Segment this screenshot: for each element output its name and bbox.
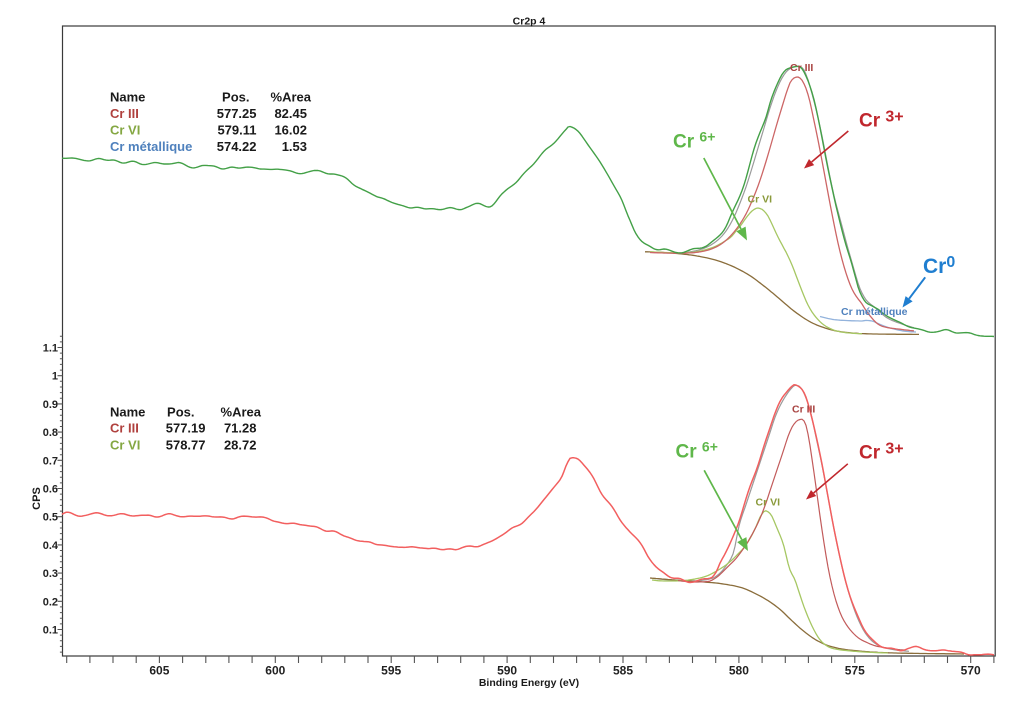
svg-text:1: 1 — [52, 371, 58, 383]
svg-text:1.1: 1.1 — [43, 343, 58, 355]
svg-text:585: 585 — [613, 664, 633, 678]
svg-text:Cr métallique: Cr métallique — [110, 139, 192, 154]
svg-text:577.19: 577.19 — [166, 421, 206, 436]
svg-text:28.72: 28.72 — [224, 437, 257, 452]
svg-text:Cr2p 4: Cr2p 4 — [513, 16, 546, 28]
svg-text:0.2: 0.2 — [43, 596, 58, 608]
svg-text:570: 570 — [961, 664, 981, 678]
svg-text:Cr VI: Cr VI — [756, 497, 781, 509]
svg-text:CPS: CPS — [31, 487, 43, 510]
svg-text:0.5: 0.5 — [43, 512, 58, 524]
svg-text:590: 590 — [497, 664, 517, 678]
svg-text:0.6: 0.6 — [43, 484, 58, 496]
svg-text:580: 580 — [729, 664, 749, 678]
svg-text:0.9: 0.9 — [43, 399, 58, 411]
svg-text:Cr III: Cr III — [110, 106, 139, 121]
svg-text:Cr VI: Cr VI — [748, 194, 773, 206]
svg-text:0.1: 0.1 — [43, 625, 58, 637]
svg-text:600: 600 — [265, 664, 285, 678]
svg-text:579.11: 579.11 — [217, 122, 256, 137]
svg-text:71.28: 71.28 — [224, 421, 257, 436]
svg-text:Name: Name — [110, 404, 145, 419]
svg-text:Name: Name — [110, 90, 145, 105]
svg-text:16.02: 16.02 — [274, 122, 307, 137]
svg-text:0.4: 0.4 — [43, 540, 59, 552]
svg-text:1.53: 1.53 — [282, 139, 307, 154]
svg-text:Cr métallique: Cr métallique — [841, 306, 908, 318]
svg-text:0.3: 0.3 — [43, 568, 58, 580]
svg-text:Pos.: Pos. — [222, 90, 249, 105]
svg-text:Pos.: Pos. — [167, 404, 194, 419]
svg-text:575: 575 — [845, 664, 865, 678]
svg-text:595: 595 — [381, 664, 401, 678]
svg-text:Cr III: Cr III — [110, 421, 139, 436]
svg-text:574.22: 574.22 — [217, 139, 257, 154]
svg-text:577.25: 577.25 — [217, 106, 257, 121]
svg-text:0.8: 0.8 — [43, 427, 58, 439]
svg-text:Cr VI: Cr VI — [110, 122, 140, 137]
svg-text:Binding Energy (eV): Binding Energy (eV) — [479, 677, 579, 689]
svg-text:Cr III: Cr III — [790, 62, 813, 74]
svg-text:82.45: 82.45 — [274, 106, 307, 121]
svg-text:578.77: 578.77 — [166, 437, 206, 452]
svg-text:0.7: 0.7 — [43, 455, 58, 467]
svg-text:Cr VI: Cr VI — [110, 437, 140, 452]
svg-text:%Area: %Area — [221, 404, 262, 419]
svg-text:%Area: %Area — [271, 90, 312, 105]
svg-text:605: 605 — [149, 664, 169, 678]
svg-text:Cr III: Cr III — [792, 404, 815, 416]
